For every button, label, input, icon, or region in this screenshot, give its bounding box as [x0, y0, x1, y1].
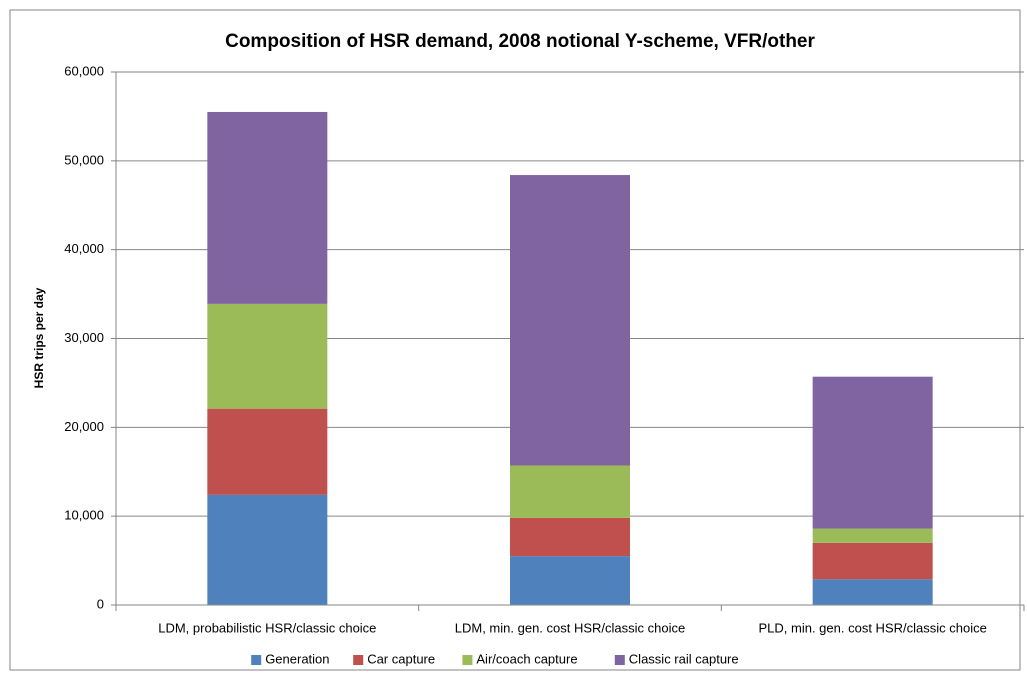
y-tick-label: 60,000 — [64, 63, 104, 78]
legend-label: Car capture — [367, 651, 435, 666]
bar-segment — [510, 556, 630, 605]
legend-label: Classic rail capture — [629, 651, 739, 666]
legend-label: Generation — [265, 651, 329, 666]
y-axis-label: HSR trips per day — [32, 287, 46, 388]
y-tick-label: 50,000 — [64, 152, 104, 167]
bar-segment — [207, 303, 328, 409]
y-tick-label: 40,000 — [64, 241, 104, 256]
chart-title: Composition of HSR demand, 2008 notional… — [225, 31, 815, 52]
bar-segment — [812, 528, 933, 543]
x-tick-label: LDM, min. gen. cost HSR/classic choice — [455, 620, 685, 635]
legend-swatch — [353, 655, 364, 665]
bar-segment — [207, 408, 328, 495]
bar-segment — [812, 376, 933, 529]
y-tick-label: 0 — [97, 596, 104, 611]
x-tick-label: LDM, probabilistic HSR/classic choice — [158, 620, 376, 635]
legend-label: Air/coach capture — [476, 651, 577, 666]
bar-segment — [207, 111, 328, 304]
legend-swatch — [462, 655, 473, 665]
bar-segment — [510, 465, 630, 518]
bar-segment — [812, 579, 933, 605]
legend-swatch — [614, 655, 625, 665]
y-tick-label: 20,000 — [64, 419, 104, 434]
legend-swatch — [251, 655, 262, 665]
y-tick-label: 30,000 — [64, 330, 104, 345]
bar-segment — [510, 517, 630, 557]
y-tick-label: 10,000 — [64, 508, 104, 523]
bar-segment — [207, 494, 328, 605]
x-tick-label: PLD, min. gen. cost HSR/classic choice — [759, 620, 987, 635]
bar-segment — [812, 542, 933, 580]
bar-segment — [510, 175, 630, 466]
